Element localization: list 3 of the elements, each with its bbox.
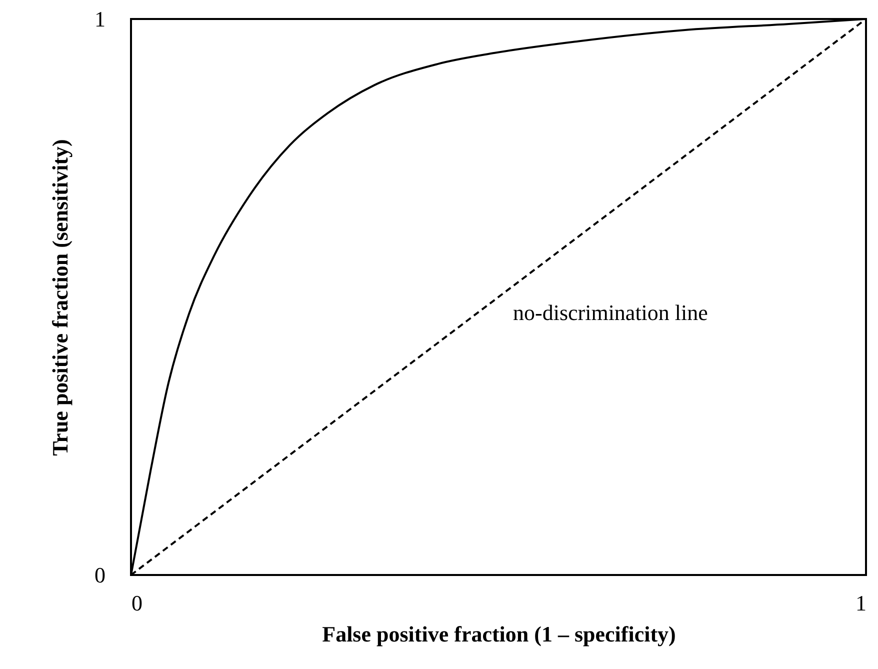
- y-axis-title: True positive fraction (sensitivity): [48, 139, 72, 456]
- x-axis-title: False positive fraction (1 – specificity): [322, 622, 676, 646]
- annotation: no-discrimination line: [513, 300, 708, 325]
